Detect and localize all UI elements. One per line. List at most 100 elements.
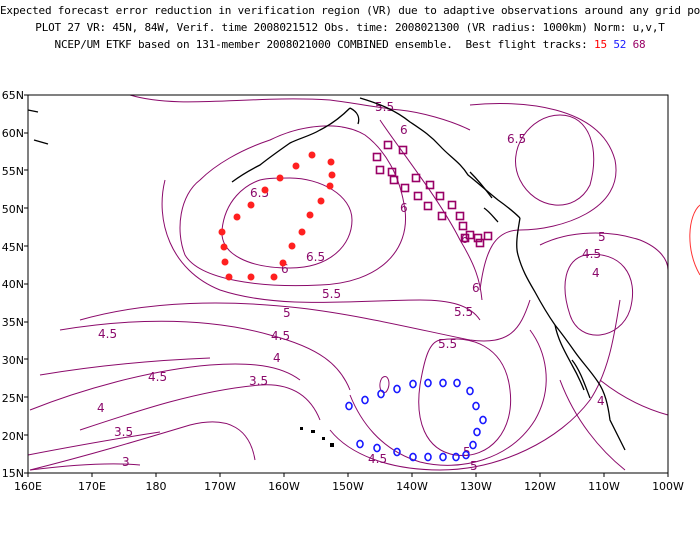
track-68-point [475,238,485,248]
hawaii-islands [300,427,334,447]
track-52-point [452,452,460,462]
contour-label: 4.5 [148,370,167,384]
lat-label: 50N [2,203,24,216]
track-68-point [383,140,393,150]
track-15-point [220,243,228,251]
lon-label: 100W [652,480,684,493]
track-68-point [413,191,423,201]
track-15-point [261,186,269,194]
contour-label: 4 [592,266,600,280]
track-52-point [473,427,481,437]
track-15-point [276,174,284,182]
contour-label: 6 [400,201,408,215]
title-line-2: PLOT 27 VR: 45N, 84W, Verif. time 200802… [35,21,665,34]
contour-label: 5.5 [454,305,473,319]
contour-label: 4.5 [98,327,117,341]
contour-label: 6.5 [306,250,325,264]
track-68-point [455,211,465,221]
track-68-point [458,221,468,231]
track-15-point [328,171,336,179]
contour-label: 6 [281,262,289,276]
contour-label: 4 [273,351,281,365]
track-52-point [361,395,369,405]
track-52-point [424,452,432,462]
track-15-point [326,182,334,190]
track-52-point [466,386,474,396]
track-label-68: 68 [632,38,646,51]
track-68-point [423,201,433,211]
track-68-point [398,145,408,155]
verification-region-circle [689,204,700,276]
contour-label: 4 [597,394,605,408]
track-15-point [298,228,306,236]
track-15-point [221,258,229,266]
contour-label: 6 [472,281,480,295]
track-52-point [409,379,417,389]
track-68-point [425,180,435,190]
lat-label: 30N [2,354,24,367]
axis-labels: 160E 170E 180 170W 160W 150W 140W 130W 1… [2,89,684,493]
track-52-point [345,401,353,411]
track-15-point [292,162,300,170]
track-15-point [218,228,226,236]
contour-label: 3.5 [249,374,268,388]
track-15-point [279,259,287,267]
lat-label: 60N [2,127,24,140]
contour-label: 3.5 [114,425,133,439]
track-52-point [439,378,447,388]
contour-label: 5.5 [322,287,341,301]
lon-label: 110W [588,480,620,493]
lat-label: 55N [2,165,24,178]
contour-label: 5 [283,306,291,320]
track-68-point [389,175,399,185]
contour-label: 6 [400,123,408,137]
track-15-point [317,197,325,205]
contour-label: 4.5 [582,247,601,261]
track-68-point [447,200,457,210]
track-68-point [372,152,382,162]
track-15-point [306,211,314,219]
track-68-point [460,233,470,243]
contour-label: 5.5 [438,337,457,351]
lon-label: 160W [268,480,300,493]
track-15-point [247,273,255,281]
track-68-point [375,165,385,175]
lat-label: 40N [2,278,24,291]
track-15-point [233,213,241,221]
track-15-point [288,242,296,250]
contour-label: 4.5 [271,329,290,343]
lon-label: 150W [332,480,364,493]
track-52-point [469,440,477,450]
track-52-point [439,452,447,462]
track-15-point [247,201,255,209]
contour-label: 5 [598,230,606,244]
track-label-52: 52 [613,38,627,51]
track-52-point [373,443,381,453]
track-52-point [356,439,364,449]
lat-label: 65N [2,89,24,102]
track-52-point [393,447,401,457]
contour-labels: 5.5 6 6.5 6.5 6 6.5 6 5.5 6 6 5 5.5 4.5 … [97,100,606,473]
lat-label: 45N [2,241,24,254]
title-line-3: NCEP/UM ETKF based on 131-member 2008021… [0,38,700,51]
lon-label: 180 [146,480,167,493]
track-15-point [270,273,278,281]
track-15-point [327,158,335,166]
contour-label: 5 [470,459,478,473]
contour-lines [27,94,669,471]
lon-label: 130W [460,480,492,493]
track-52-point [479,415,487,425]
track-52-point [393,384,401,394]
contour-label: 4 [97,401,105,415]
track-15-point [308,151,316,159]
plot-header: Expected forecast error reduction in ver… [0,0,700,70]
track-52-point [462,450,470,460]
lon-label: 170W [204,480,236,493]
track-68-point [483,231,493,241]
contour-label: 4.5 [368,452,387,466]
contour-label: 6 [461,232,469,246]
track-52-point [472,401,480,411]
track-15-point [225,273,233,281]
track-68-point [435,191,445,201]
